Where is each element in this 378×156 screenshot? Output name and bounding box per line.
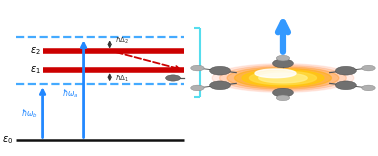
Circle shape <box>166 75 180 81</box>
Circle shape <box>191 65 204 71</box>
Polygon shape <box>255 69 296 78</box>
Text: $\hbar\omega_b$: $\hbar\omega_b$ <box>21 108 38 120</box>
Text: $\hbar\Delta_1$: $\hbar\Delta_1$ <box>115 74 130 84</box>
Polygon shape <box>212 64 354 92</box>
Polygon shape <box>242 70 324 86</box>
Circle shape <box>276 55 290 61</box>
Text: $\varepsilon_2$: $\varepsilon_2$ <box>30 46 41 57</box>
Circle shape <box>209 81 231 90</box>
Circle shape <box>335 66 356 75</box>
Circle shape <box>191 85 204 91</box>
Circle shape <box>273 59 293 68</box>
Text: $\varepsilon_1$: $\varepsilon_1$ <box>30 64 41 76</box>
Text: $\hbar\omega_a$: $\hbar\omega_a$ <box>62 87 79 100</box>
Circle shape <box>273 88 293 97</box>
Polygon shape <box>259 73 307 83</box>
Polygon shape <box>234 68 332 88</box>
Text: $\varepsilon_0$: $\varepsilon_0$ <box>2 134 13 146</box>
Polygon shape <box>220 65 346 91</box>
Polygon shape <box>227 67 339 89</box>
Circle shape <box>362 85 375 91</box>
Circle shape <box>335 81 356 90</box>
Text: $\hbar\Delta_2$: $\hbar\Delta_2$ <box>115 36 130 46</box>
Circle shape <box>362 65 375 71</box>
Circle shape <box>276 95 290 101</box>
Circle shape <box>209 66 231 75</box>
Polygon shape <box>249 71 316 85</box>
